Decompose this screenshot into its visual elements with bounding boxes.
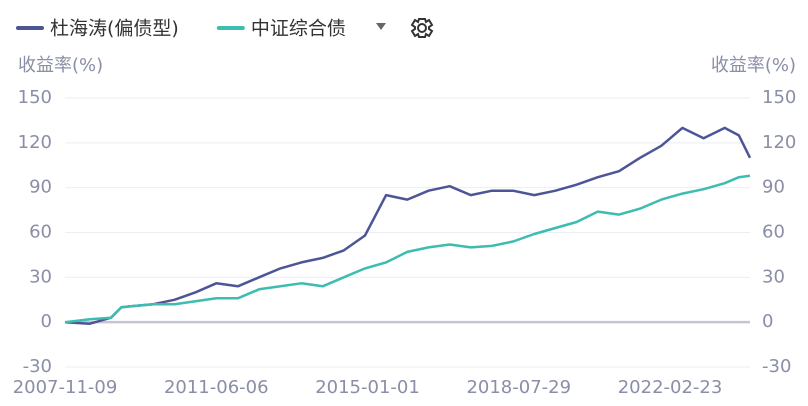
legend-controls [376, 18, 434, 38]
y-tick-label: 150 [18, 87, 52, 108]
legend-label[interactable]: 杜海涛(偏债型) [50, 18, 179, 40]
y-tick-label: 120 [18, 132, 52, 153]
x-tick-label: 2018-07-29 [466, 377, 571, 398]
x-tick-label: 2007-11-09 [13, 377, 118, 398]
x-tick-label: 2015-01-01 [315, 377, 420, 398]
y2-tick-label: 150 [762, 87, 796, 108]
y2-tick-label: 0 [762, 311, 773, 332]
y-tick-label: 30 [29, 266, 52, 287]
y-axis-title: 收益率(%) [18, 55, 103, 76]
y2-tick-label: 30 [762, 266, 785, 287]
x-tick-label: 2022-02-23 [618, 377, 723, 398]
series-line [64, 126, 752, 325]
y2-tick-label: 90 [762, 177, 785, 198]
y2-tick-label: 60 [762, 222, 785, 243]
y-tick-label: -30 [23, 356, 52, 377]
settings-icon[interactable] [410, 18, 434, 38]
y2-tick-label: -30 [762, 356, 791, 377]
y-tick-label: 90 [29, 177, 52, 198]
y-tick-label: 0 [41, 311, 52, 332]
x-tick-label: 2011-06-06 [164, 377, 269, 398]
y2-axis-title: 收益率(%) [711, 55, 796, 76]
series-line [64, 174, 751, 324]
y-tick-label: 60 [29, 222, 52, 243]
dropdown-icon[interactable] [376, 23, 386, 30]
y2-tick-label: 120 [762, 132, 796, 153]
legend-label[interactable]: 中证综合债 [251, 18, 346, 40]
